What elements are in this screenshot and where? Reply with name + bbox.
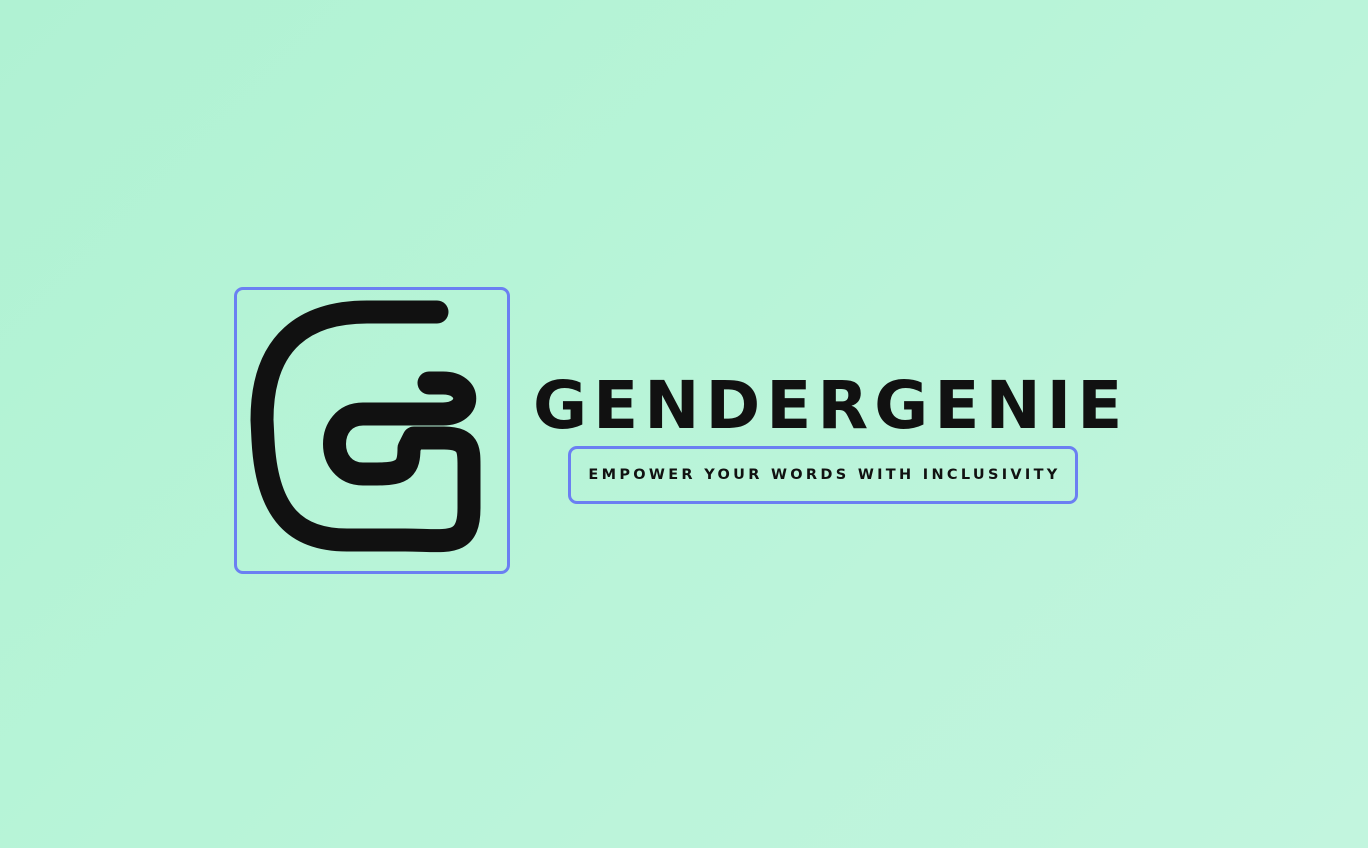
tagline-container: EMPOWER YOUR WORDS WITH INCLUSIVITY	[568, 446, 1078, 504]
g-monogram-icon	[250, 300, 481, 553]
logo-mark	[234, 287, 510, 574]
brand-name: GENDERGENIE	[533, 367, 1129, 444]
tagline: EMPOWER YOUR WORDS WITH INCLUSIVITY	[588, 467, 1061, 483]
